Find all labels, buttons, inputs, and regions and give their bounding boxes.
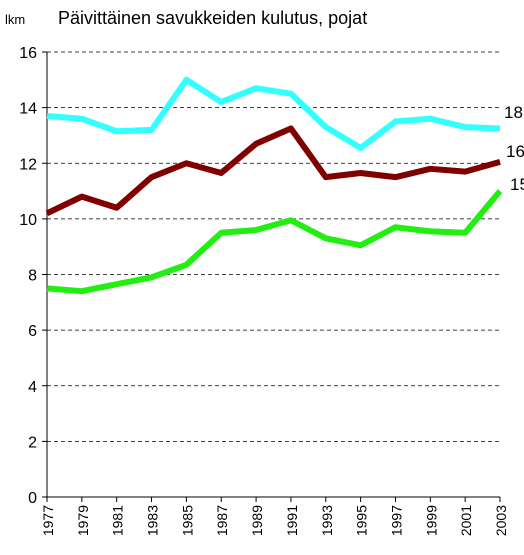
- chart-title: Päivittäinen savukkeiden kulutus, pojat: [58, 8, 367, 28]
- y-tick-label: 12: [19, 156, 37, 173]
- x-tick-label: 1999: [423, 505, 439, 536]
- x-tick-label: 1981: [110, 505, 126, 536]
- y-tick-label: 6: [28, 323, 37, 340]
- y-tick-label: 0: [28, 490, 37, 507]
- x-tick-label: 1987: [214, 505, 230, 536]
- y-tick-label: 2: [28, 434, 37, 451]
- x-tick-label: 1997: [388, 505, 404, 536]
- y-tick-label: 8: [28, 268, 37, 285]
- x-tick-label: 2003: [493, 505, 509, 536]
- x-tick-label: 2001: [458, 505, 474, 536]
- y-axis-label: lkm: [5, 12, 25, 27]
- series-label: 16: [506, 142, 524, 161]
- y-tick-label: 16: [19, 45, 37, 62]
- x-tick-label: 1993: [319, 505, 335, 536]
- line-series: [46, 76, 501, 151]
- y-tick-label: 4: [28, 379, 37, 396]
- x-tick-label: 1995: [354, 505, 370, 536]
- x-tick-label: 1977: [40, 505, 56, 536]
- y-tick-label: 10: [19, 212, 37, 229]
- y-tick-label: 14: [19, 101, 37, 118]
- x-tick-label: 1979: [75, 505, 91, 536]
- series-label: 15: [510, 175, 524, 194]
- x-tick-label: 1991: [284, 505, 300, 536]
- x-tick-label: 1989: [249, 505, 265, 536]
- line-series: [45, 125, 501, 217]
- series-label: 18: [504, 103, 523, 122]
- x-tick-label: 1983: [145, 505, 161, 536]
- x-tick-label: 1985: [179, 505, 195, 536]
- line-series: [46, 189, 503, 295]
